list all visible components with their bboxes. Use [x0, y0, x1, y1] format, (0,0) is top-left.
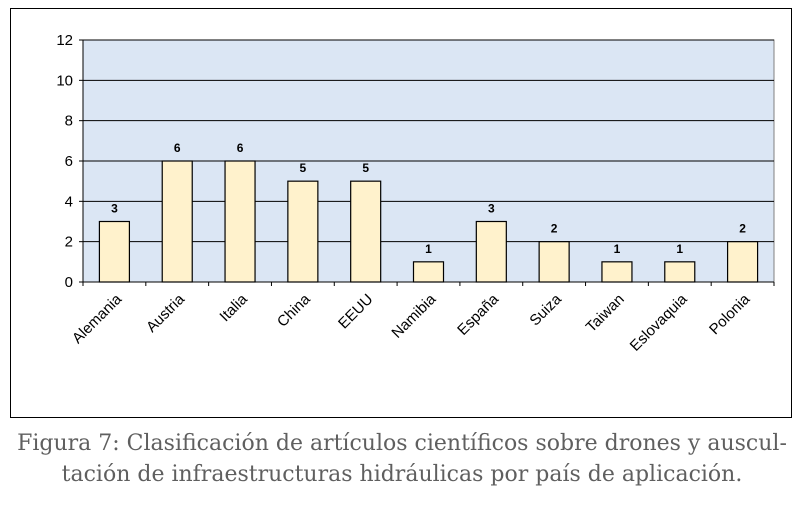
x-tick-label: Eslovaquia — [627, 290, 691, 354]
data-label: 5 — [300, 161, 307, 175]
data-label: 6 — [237, 141, 244, 155]
bar-1 — [98, 220, 131, 283]
x-tick-label: Namibia — [388, 290, 439, 341]
y-tick-label: 8 — [65, 113, 73, 130]
bar-2 — [161, 160, 193, 283]
x-tick-label: Polonia — [706, 290, 754, 338]
x-tick-label: China — [274, 290, 314, 330]
y-tick-label: 6 — [65, 153, 73, 170]
x-tick-label: EEUU — [335, 291, 376, 332]
data-label: 6 — [174, 141, 181, 155]
bar-6 — [412, 261, 445, 283]
bar-9 — [601, 261, 633, 283]
y-tick-label: 12 — [56, 32, 73, 49]
y-tick-label: 4 — [65, 193, 73, 210]
figure-caption: Figura 7: Clasificación de artículos cie… — [0, 428, 804, 490]
y-tick-label: 10 — [56, 72, 73, 89]
x-tick-label: Austria — [143, 290, 188, 335]
y-tick-label: 2 — [65, 234, 73, 251]
data-label: 2 — [551, 222, 558, 236]
x-tick-label: España — [454, 290, 502, 338]
caption-line-1: Figura 7: Clasificación de artículos cie… — [17, 431, 787, 456]
bar-11 — [726, 241, 759, 283]
x-tick-label: Italia — [216, 290, 251, 325]
bar-8 — [538, 241, 570, 283]
x-tick-label: Suiza — [526, 290, 565, 329]
data-label: 1 — [614, 242, 621, 256]
y-tick-label: 0 — [65, 274, 73, 291]
bar-3 — [224, 160, 256, 283]
data-label: 3 — [488, 202, 495, 216]
bar-5 — [350, 180, 382, 283]
data-label: 5 — [362, 161, 369, 175]
data-label: 1 — [425, 242, 432, 256]
caption-line-2: tación de infraestructuras hidráulicas p… — [61, 462, 743, 487]
x-tick-label: Taiwan — [583, 291, 628, 336]
bar-10 — [664, 261, 696, 283]
data-label: 1 — [676, 242, 683, 256]
data-label: 3 — [111, 202, 118, 216]
bar-7 — [475, 220, 507, 283]
x-tick-label: Alemania — [69, 290, 126, 347]
data-label: 2 — [739, 222, 746, 236]
bar-4 — [287, 180, 319, 283]
